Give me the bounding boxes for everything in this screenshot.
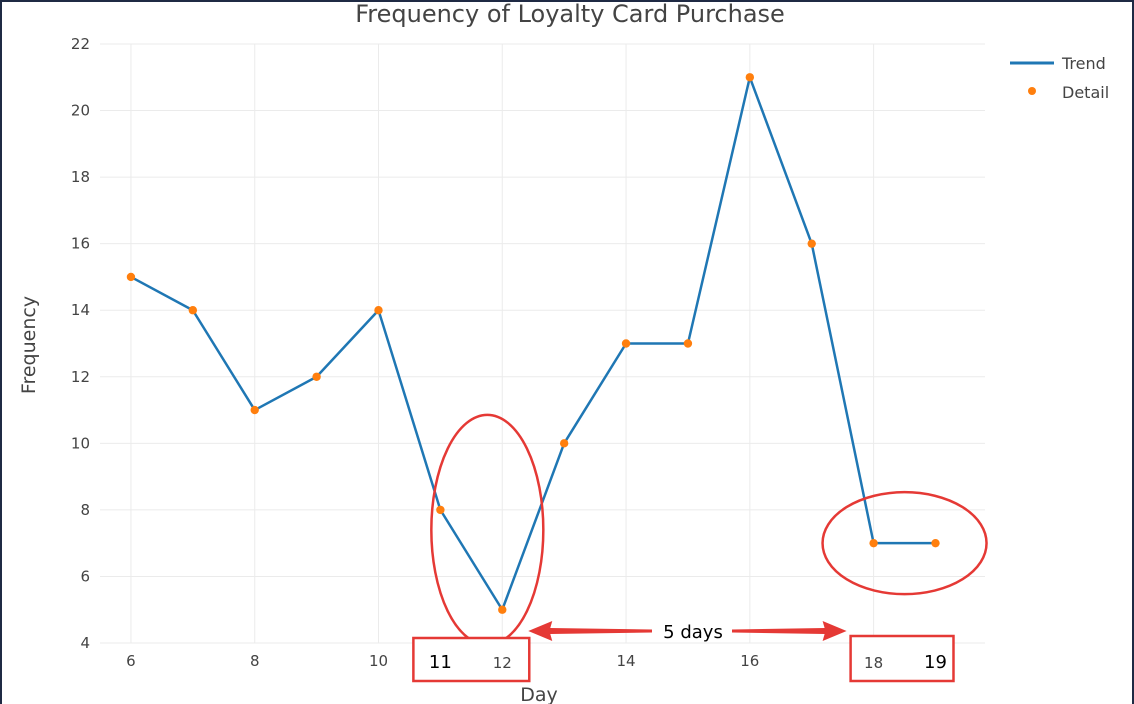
detail-point[interactable]: [931, 538, 940, 548]
x-tick-label: 16: [740, 652, 759, 670]
highlight-ellipse-left: [430, 413, 545, 647]
annotation-layer: 11 12 18 19 5 days: [412, 413, 988, 683]
x-tick-label: 10: [369, 652, 388, 670]
highlight-box-right: [849, 634, 955, 683]
detail-point[interactable]: [869, 538, 878, 548]
grid-lines: [100, 43, 985, 644]
detail-point[interactable]: [683, 339, 693, 348]
y-axis-title: Frequency: [18, 296, 40, 394]
detail-point[interactable]: [621, 339, 631, 348]
gap-arrow-left: [528, 621, 652, 641]
detail-point[interactable]: [559, 439, 569, 448]
y-tick-label: 10: [71, 434, 90, 452]
series-layer: [126, 73, 940, 614]
detail-point[interactable]: [374, 306, 383, 315]
highlight-box-left: [412, 636, 531, 683]
x-tick-label: 14: [617, 652, 636, 670]
chart-title: Frequency of Loyalty Card Purchase: [355, 2, 785, 28]
trend-line: [130, 76, 936, 611]
y-tick-label: 8: [80, 501, 90, 519]
y-tick-label: 14: [71, 301, 90, 319]
annotation-day-label: 19: [924, 652, 947, 673]
x-tick-label: 8: [250, 652, 260, 670]
y-tick-label: 20: [71, 102, 90, 120]
y-tick-label: 22: [71, 35, 90, 53]
annotation-day-label: 18: [864, 654, 883, 672]
y-axis-ticks: 4 6 8 10 12 14 16 18 20 22: [71, 35, 90, 652]
y-tick-label: 18: [71, 168, 90, 186]
detail-point[interactable]: [807, 239, 816, 248]
detail-point[interactable]: [250, 405, 259, 415]
x-tick-label: 6: [126, 652, 136, 670]
y-tick-label: 16: [71, 235, 90, 253]
detail-point[interactable]: [126, 272, 136, 282]
legend[interactable]: Trend Detail: [1010, 54, 1109, 102]
annotation-day-label: 11: [429, 652, 452, 673]
legend-detail-swatch: [1028, 87, 1036, 95]
detail-point[interactable]: [312, 372, 321, 381]
gap-label: 5 days: [663, 622, 723, 643]
detail-point[interactable]: [188, 306, 198, 315]
y-tick-label: 6: [80, 567, 90, 585]
detail-point[interactable]: [745, 73, 755, 82]
x-axis-title: Day: [520, 684, 558, 704]
gap-arrow-right: [732, 621, 847, 641]
highlight-ellipse-right: [821, 490, 988, 596]
y-tick-label: 12: [71, 368, 90, 386]
y-tick-label: 4: [80, 634, 90, 652]
detail-point[interactable]: [436, 505, 445, 515]
legend-detail-label: Detail: [1062, 83, 1109, 102]
annotation-day-label: 12: [493, 654, 512, 672]
legend-trend-label: Trend: [1061, 54, 1106, 73]
detail-point[interactable]: [498, 605, 507, 614]
